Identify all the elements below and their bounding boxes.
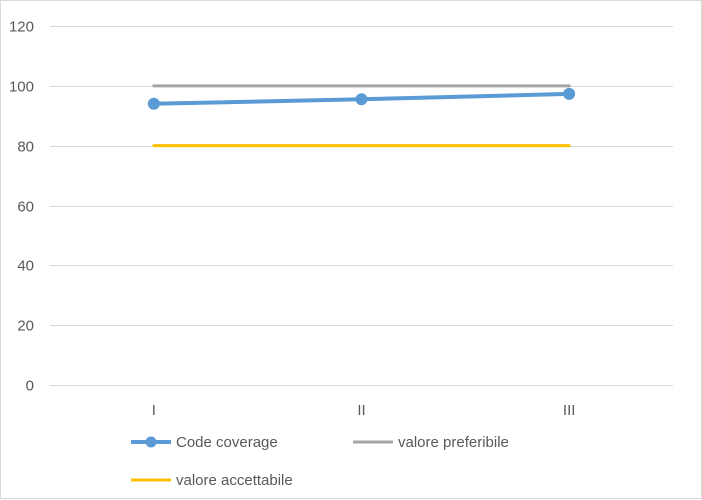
legend-item-valore-accettabile: valore accettabile: [131, 472, 293, 489]
data-point: [147, 97, 160, 110]
x-tick-label: II: [357, 402, 365, 419]
legend-label: valore accettabile: [176, 472, 293, 489]
legend: Code coverage valore preferibile valore ac…: [131, 434, 509, 489]
x-tick-label: I: [152, 402, 156, 419]
y-tick-label: 80: [17, 139, 34, 156]
y-tick-label: 120: [9, 19, 34, 36]
gridlines: [50, 26, 673, 386]
y-tick-label: 0: [26, 378, 34, 395]
x-axis-tick-labels: I II III: [152, 402, 576, 419]
legend-marker: [145, 436, 157, 448]
y-tick-label: 20: [17, 318, 34, 335]
x-tick-label: III: [563, 402, 576, 419]
data-point: [355, 93, 368, 106]
legend-item-valore-preferibile: valore preferibile: [353, 434, 509, 451]
y-tick-label: 40: [17, 258, 34, 275]
y-axis-tick-labels: 0 20 40 60 80 100 120: [9, 19, 34, 395]
series-lines: [147, 84, 576, 148]
y-tick-label: 100: [9, 79, 34, 96]
legend-label: Code coverage: [176, 434, 278, 451]
y-tick-label: 60: [17, 199, 34, 216]
legend-label: valore preferibile: [398, 434, 509, 451]
data-point: [563, 87, 576, 100]
legend-item-code-coverage: Code coverage: [131, 434, 278, 451]
